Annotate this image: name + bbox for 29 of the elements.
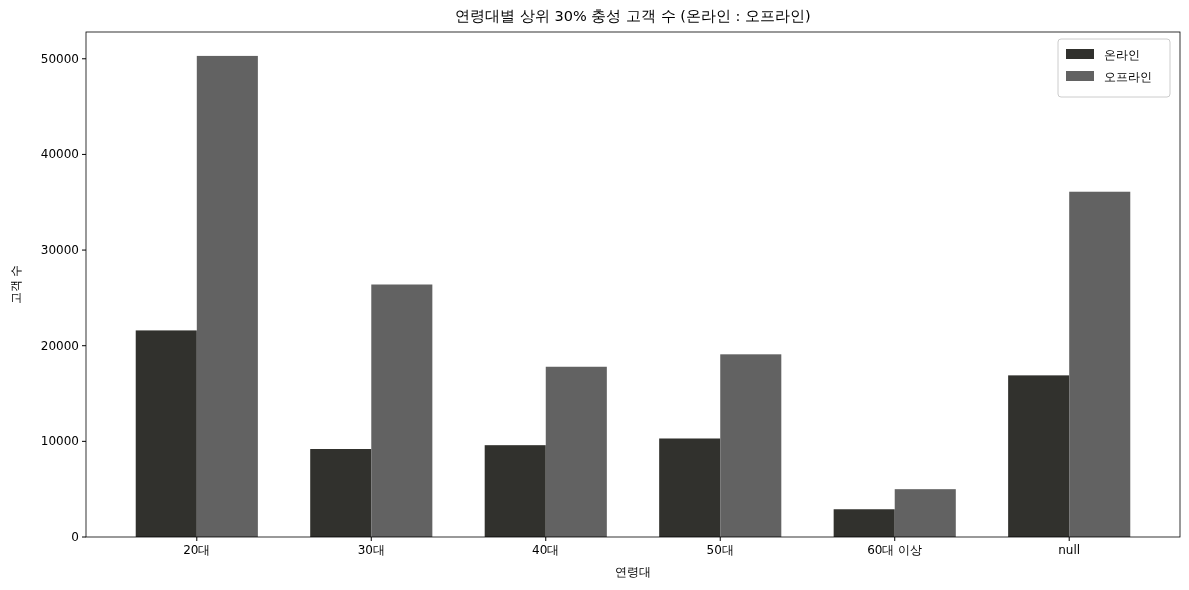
x-tick-label: 30대: [357, 543, 385, 557]
y-tick-label: 10000: [40, 434, 79, 449]
y-tick-label: 20000: [40, 338, 79, 353]
bar: [894, 489, 956, 537]
bar: [659, 438, 721, 537]
bar: [310, 449, 372, 537]
bar: [1008, 375, 1070, 537]
x-tick-label: 60대 이상: [867, 543, 923, 557]
x-tick-label: 40대: [532, 543, 560, 557]
bar: [545, 366, 607, 537]
y-tick-label: 40000: [40, 147, 79, 162]
bar: [1069, 191, 1131, 537]
y-tick-label: 50000: [40, 51, 79, 66]
bar: [371, 284, 433, 537]
x-tick-label: 50대: [706, 543, 734, 557]
bar: [833, 509, 895, 537]
x-axis-title: 연령대: [615, 565, 651, 579]
x-tick-label: null: [1058, 543, 1081, 557]
legend-label: 오프라인: [1104, 70, 1152, 84]
bar: [720, 354, 782, 537]
legend-label: 온라인: [1104, 48, 1140, 62]
bar: [135, 330, 197, 537]
bar: [484, 445, 546, 537]
y-axis-title: 고객 수: [9, 264, 23, 305]
y-tick-label: 30000: [40, 243, 79, 258]
x-tick-label: 20대: [183, 543, 211, 557]
chart-title: 연령대별 상위 30% 충성 고객 수 (온라인 : 오프라인): [455, 8, 811, 24]
y-tick-label: 0: [71, 530, 79, 544]
bar: [196, 55, 258, 537]
